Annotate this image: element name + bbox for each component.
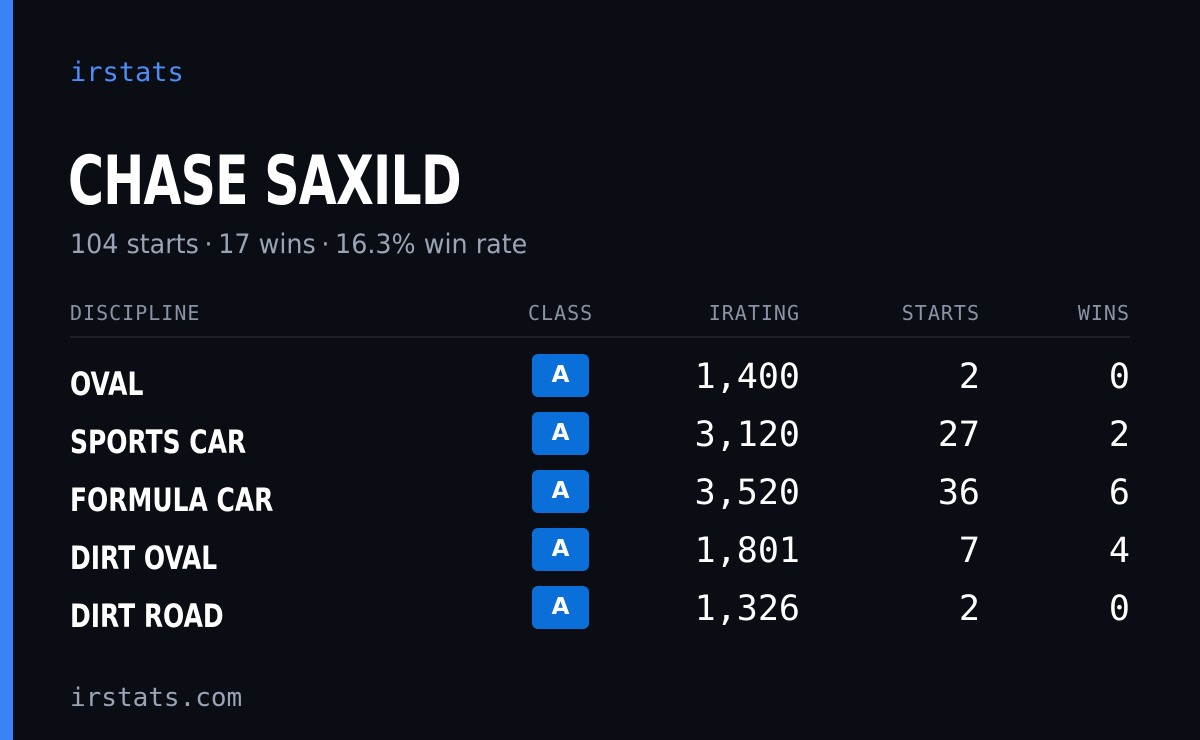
irating-value: 1,801 <box>694 531 800 571</box>
starts-value: 2 <box>958 357 980 397</box>
summary-separator: · <box>321 229 330 260</box>
irating-value: 1,326 <box>694 589 800 629</box>
class-badge: A <box>532 412 589 455</box>
class-badge: A <box>532 586 589 629</box>
driver-summary: 104 starts · 17 wins · 16.3% win rate <box>70 228 527 262</box>
summary-wins: 17 wins <box>218 229 316 260</box>
footer-url: irstats.com <box>70 683 243 713</box>
wins-value: 6 <box>1108 473 1130 513</box>
accent-bar <box>0 0 13 740</box>
table-row: SPORTS CAR A 3,120 27 2 <box>0 412 1200 470</box>
table-row: FORMULA CAR A 3,520 36 6 <box>0 470 1200 528</box>
discipline-name: OVAL <box>70 365 144 403</box>
summary-win-rate: 16.3% win rate <box>335 229 528 260</box>
header-discipline: DISCIPLINE <box>70 301 201 325</box>
driver-name: CHASE SAXILD <box>68 142 462 221</box>
starts-value: 27 <box>937 415 980 455</box>
wins-value: 0 <box>1108 357 1130 397</box>
irating-value: 1,400 <box>694 357 800 397</box>
table-row: DIRT OVAL A 1,801 7 4 <box>0 528 1200 586</box>
wins-value: 0 <box>1108 589 1130 629</box>
starts-value: 36 <box>937 473 980 513</box>
class-badge: A <box>532 528 589 571</box>
starts-value: 7 <box>958 531 980 571</box>
header-starts: STARTS <box>901 301 980 325</box>
discipline-name: DIRT OVAL <box>70 539 218 577</box>
table-row: DIRT ROAD A 1,326 2 0 <box>0 586 1200 644</box>
class-badge: A <box>532 354 589 397</box>
header-irating: IRATING <box>708 301 800 325</box>
header-divider <box>70 336 1130 338</box>
discipline-name: FORMULA CAR <box>70 481 274 519</box>
header-wins: WINS <box>1077 301 1130 325</box>
discipline-name: SPORTS CAR <box>70 423 247 461</box>
starts-value: 2 <box>958 589 980 629</box>
summary-separator: · <box>204 229 213 260</box>
wins-value: 2 <box>1108 415 1130 455</box>
irating-value: 3,520 <box>694 473 800 513</box>
summary-starts: 104 starts <box>70 229 199 260</box>
brand-name: irstats <box>70 57 184 88</box>
discipline-name: DIRT ROAD <box>70 597 224 635</box>
table-row: OVAL A 1,400 2 0 <box>0 354 1200 412</box>
irating-value: 3,120 <box>694 415 800 455</box>
header-class: CLASS <box>528 301 594 325</box>
class-badge: A <box>532 470 589 513</box>
wins-value: 4 <box>1108 531 1130 571</box>
